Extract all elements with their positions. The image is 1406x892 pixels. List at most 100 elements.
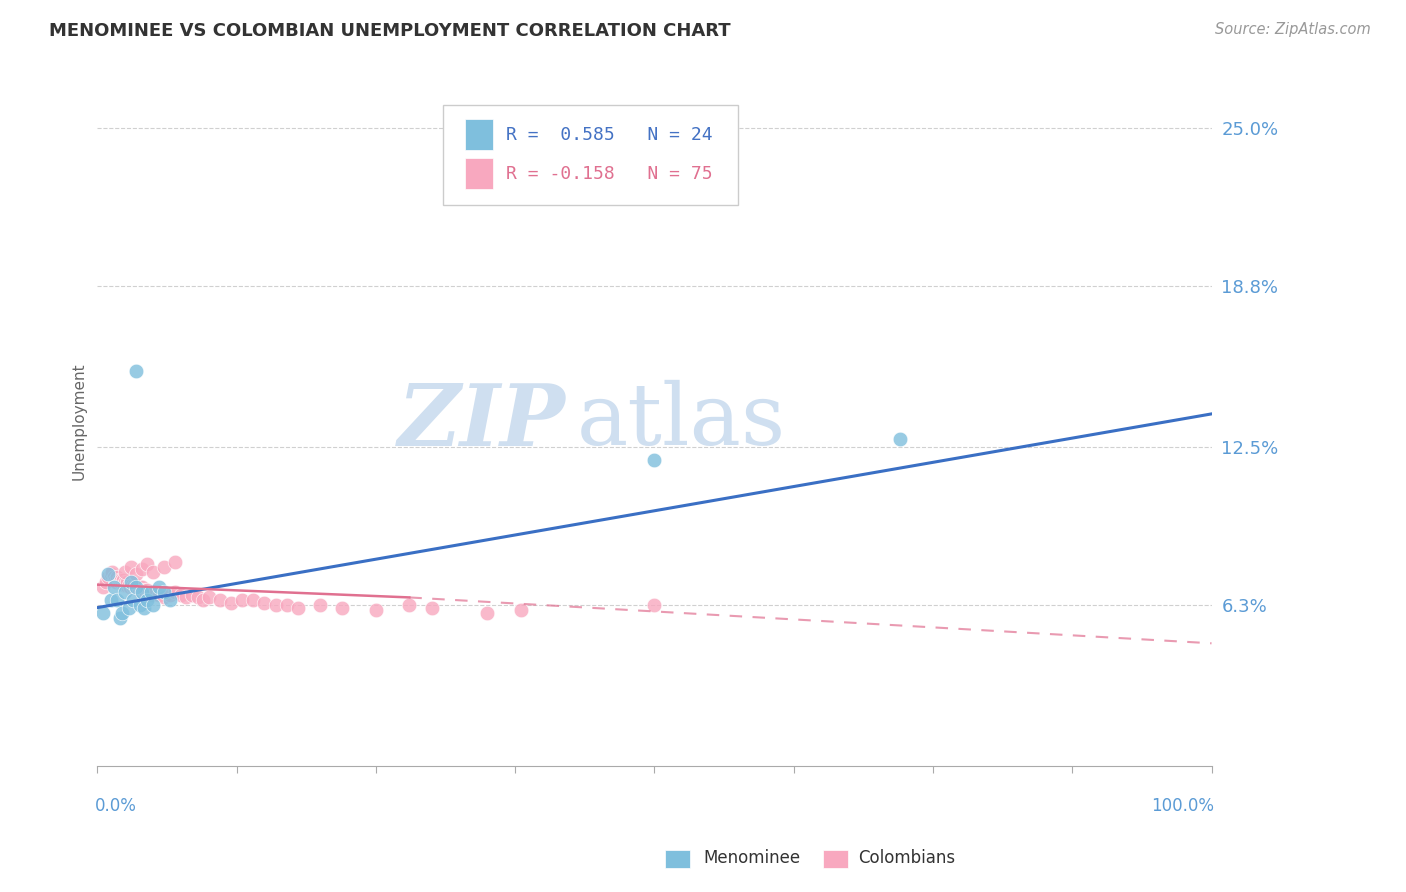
Point: [127, 580, 149, 594]
Point: [111, 606, 134, 620]
Point: [134, 582, 156, 597]
Point: [643, 452, 665, 467]
Point: [107, 593, 129, 607]
Point: [97, 567, 120, 582]
Point: [219, 595, 242, 609]
Point: [103, 580, 125, 594]
Point: [176, 591, 198, 605]
Point: [125, 577, 148, 591]
Point: [125, 363, 148, 377]
Point: [125, 567, 148, 582]
Point: [139, 585, 162, 599]
Point: [253, 595, 276, 609]
Point: [420, 600, 443, 615]
Point: [117, 600, 139, 615]
Text: Menominee: Menominee: [703, 849, 800, 867]
Point: [122, 580, 145, 594]
Point: [159, 593, 181, 607]
Point: [159, 588, 181, 602]
Point: [193, 593, 215, 607]
Point: [97, 570, 120, 584]
Point: [509, 603, 531, 617]
Point: [136, 593, 159, 607]
Text: 0.0%: 0.0%: [96, 797, 136, 814]
Point: [242, 593, 264, 607]
Point: [100, 593, 122, 607]
Point: [131, 580, 153, 594]
Point: [125, 580, 148, 594]
Point: [104, 573, 127, 587]
Point: [110, 573, 132, 587]
Point: [124, 580, 146, 594]
Point: [120, 575, 142, 590]
Point: [117, 577, 139, 591]
Point: [118, 580, 141, 594]
FancyBboxPatch shape: [465, 158, 494, 189]
Point: [165, 555, 187, 569]
Point: [101, 565, 124, 579]
Point: [105, 575, 128, 590]
Point: [131, 585, 153, 599]
Point: [117, 575, 139, 590]
Point: [142, 598, 165, 612]
Point: [96, 575, 118, 590]
Point: [135, 585, 157, 599]
Point: [107, 570, 129, 584]
Point: [91, 606, 114, 620]
Point: [114, 575, 136, 590]
Point: [197, 591, 219, 605]
Point: [122, 577, 145, 591]
Text: Colombians: Colombians: [858, 849, 955, 867]
Point: [121, 577, 143, 591]
Point: [115, 577, 138, 591]
Point: [128, 582, 150, 597]
Point: [112, 577, 135, 591]
Point: [128, 598, 150, 612]
Point: [142, 565, 165, 579]
Point: [138, 585, 160, 599]
Point: [108, 611, 131, 625]
Text: R =  0.585   N = 24: R = 0.585 N = 24: [506, 126, 713, 144]
Point: [132, 582, 155, 597]
Text: ZIP: ZIP: [398, 380, 565, 463]
Point: [187, 591, 209, 605]
Point: [139, 585, 162, 599]
Point: [136, 558, 159, 572]
Point: [153, 591, 176, 605]
FancyBboxPatch shape: [443, 105, 738, 205]
Text: MENOMINEE VS COLOMBIAN UNEMPLOYMENT CORRELATION CHART: MENOMINEE VS COLOMBIAN UNEMPLOYMENT CORR…: [49, 22, 731, 40]
Point: [148, 588, 170, 602]
Point: [141, 588, 163, 602]
Point: [643, 598, 665, 612]
Point: [889, 433, 911, 447]
Point: [264, 598, 287, 612]
Point: [153, 585, 176, 599]
Point: [287, 600, 309, 615]
Point: [129, 582, 152, 597]
Text: atlas: atlas: [576, 380, 786, 463]
Point: [332, 600, 354, 615]
Text: 100.0%: 100.0%: [1150, 797, 1213, 814]
Point: [477, 606, 499, 620]
Point: [120, 559, 142, 574]
Point: [128, 580, 150, 594]
Point: [276, 598, 298, 612]
Point: [165, 585, 187, 599]
Point: [91, 580, 114, 594]
Point: [103, 570, 125, 584]
Point: [364, 603, 387, 617]
Point: [111, 573, 134, 587]
Point: [148, 580, 170, 594]
Point: [108, 575, 131, 590]
Point: [114, 565, 136, 579]
FancyBboxPatch shape: [465, 119, 494, 150]
Point: [138, 588, 160, 602]
Point: [131, 562, 153, 576]
Point: [107, 573, 129, 587]
Point: [134, 585, 156, 599]
Point: [153, 559, 176, 574]
Text: Source: ZipAtlas.com: Source: ZipAtlas.com: [1215, 22, 1371, 37]
Text: R = -0.158   N = 75: R = -0.158 N = 75: [506, 165, 713, 183]
Point: [111, 575, 134, 590]
Point: [122, 593, 145, 607]
